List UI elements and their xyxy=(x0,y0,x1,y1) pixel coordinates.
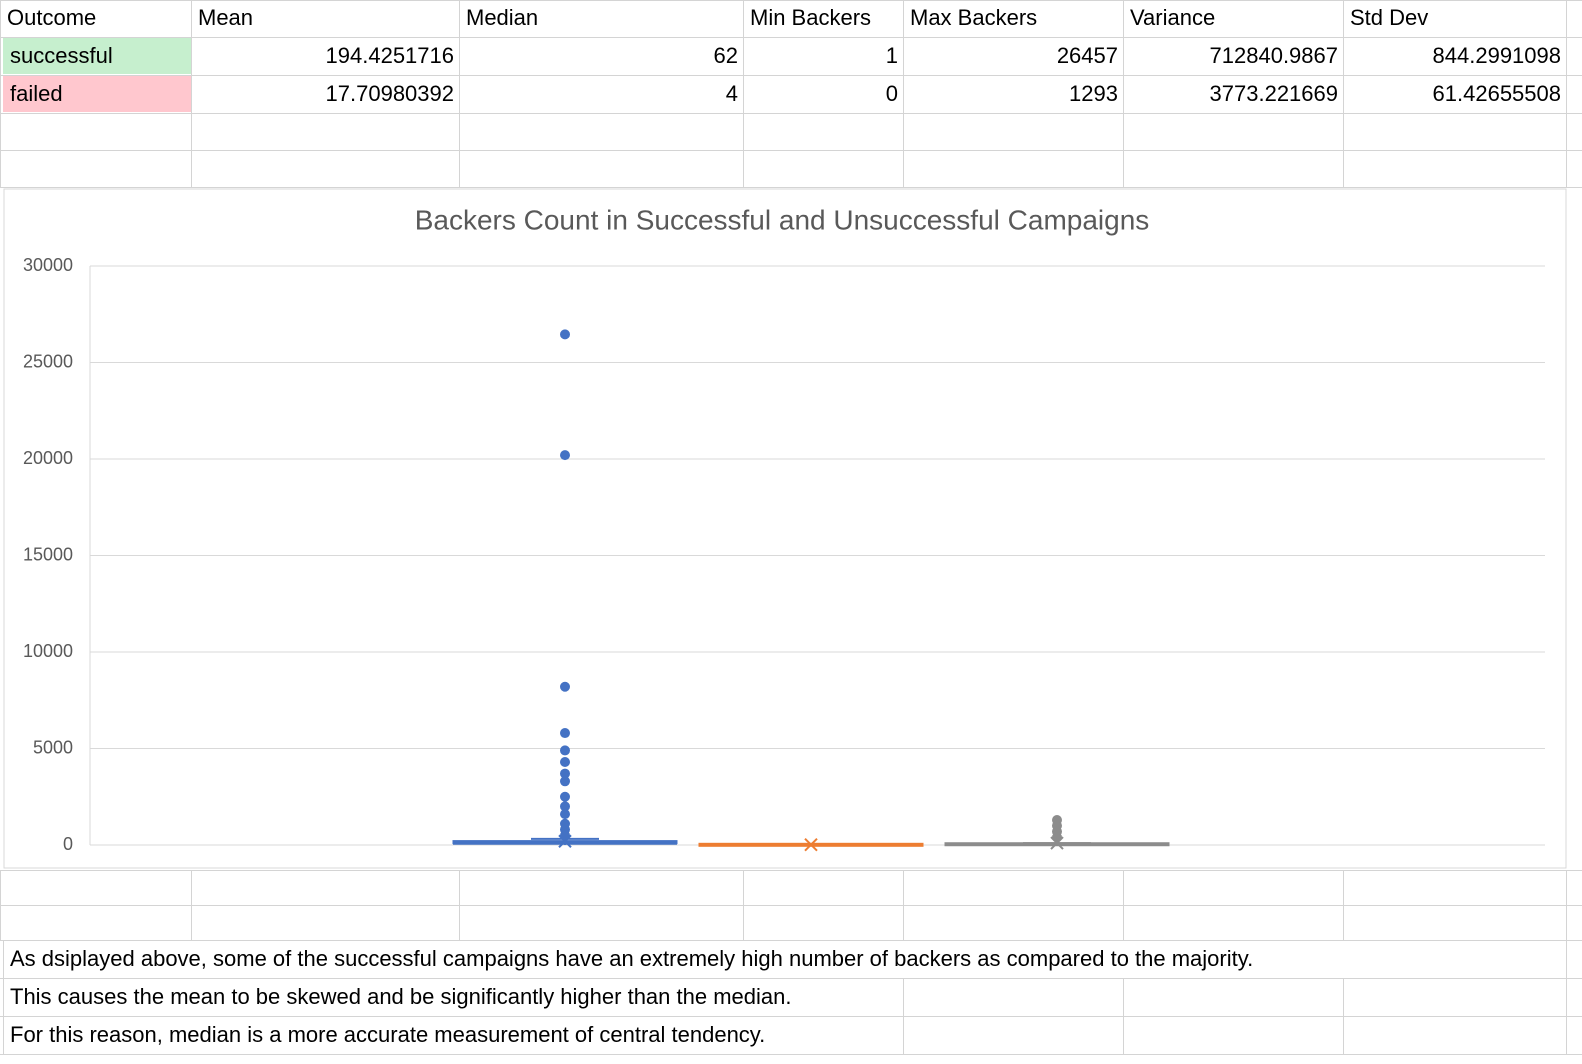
value-cell: 4 xyxy=(726,81,738,106)
value-cell: 61.42655508 xyxy=(1433,81,1561,106)
value-cell: 17.70980392 xyxy=(326,81,454,106)
header-cell: Max Backers xyxy=(910,5,1037,30)
value-cell: 844.2991098 xyxy=(1433,43,1561,68)
y-tick-label: 10000 xyxy=(23,641,73,661)
chart-title: Backers Count in Successful and Unsucces… xyxy=(415,204,1150,235)
y-tick-label: 5000 xyxy=(33,737,73,757)
outlier xyxy=(560,791,570,802)
value-cell: 712840.9867 xyxy=(1210,43,1338,68)
y-tick-label: 15000 xyxy=(23,544,73,564)
outcome-cell: failed xyxy=(10,81,63,106)
value-cell: 62 xyxy=(714,43,738,68)
y-tick-label: 25000 xyxy=(23,351,73,371)
outlier xyxy=(560,745,570,756)
mean-marker xyxy=(804,837,818,852)
note: As dsiplayed above, some of the successf… xyxy=(10,946,1253,971)
header-cell: Mean xyxy=(198,5,253,30)
y-tick-label: 0 xyxy=(63,834,73,854)
value-cell: 3773.221669 xyxy=(1210,81,1338,106)
outlier xyxy=(560,757,570,768)
value-cell: 194.4251716 xyxy=(326,43,454,68)
header-cell: Median xyxy=(466,5,538,30)
header-cell: Std Dev xyxy=(1350,5,1428,30)
outcome-cell: successful xyxy=(10,43,113,68)
value-cell: 0 xyxy=(886,81,898,106)
value-cell: 26457 xyxy=(1057,43,1118,68)
outlier xyxy=(560,450,570,461)
chart-area xyxy=(3,188,1567,869)
cell-fill xyxy=(3,76,191,112)
value-cell: 1293 xyxy=(1069,81,1118,106)
outlier xyxy=(560,329,570,340)
outlier xyxy=(560,776,570,787)
header-cell: Variance xyxy=(1130,5,1215,30)
note: For this reason, median is a more accura… xyxy=(10,1022,765,1047)
outlier xyxy=(560,728,570,739)
note: This causes the mean to be skewed and be… xyxy=(10,984,791,1009)
header-cell: Min Backers xyxy=(750,5,871,30)
outlier xyxy=(1052,832,1062,843)
header-cell: Outcome xyxy=(7,5,96,30)
outlier xyxy=(560,830,570,841)
cell-fill xyxy=(3,38,191,74)
outlier xyxy=(560,681,570,692)
y-tick-label: 30000 xyxy=(23,255,73,275)
y-tick-label: 20000 xyxy=(23,448,73,468)
value-cell: 1 xyxy=(886,43,898,68)
outlier xyxy=(560,809,570,820)
